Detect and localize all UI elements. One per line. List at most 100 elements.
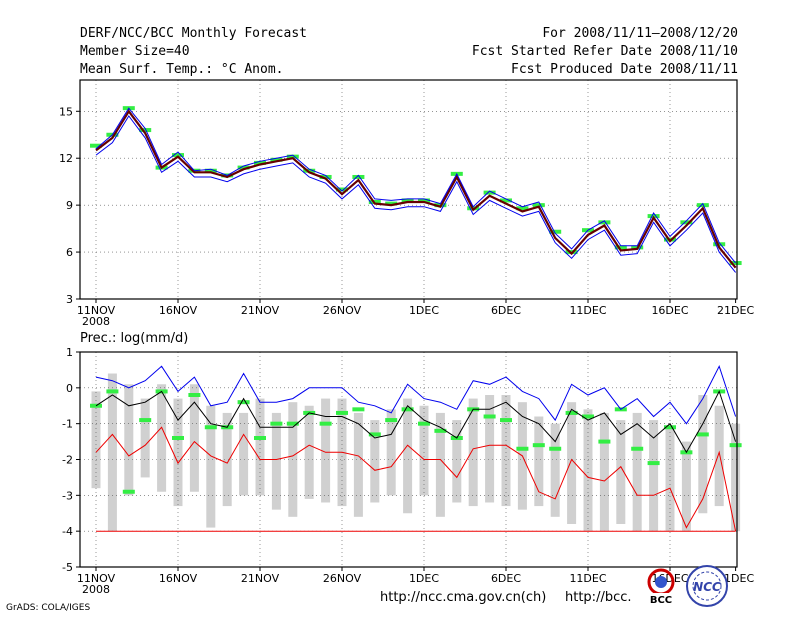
prec-range-bar (731, 423, 741, 532)
prec-xtick-label: 16NOV (159, 572, 198, 585)
temp-xtick-year: 2008 (82, 315, 110, 328)
ncc-logo: NCC (686, 565, 728, 607)
temp-green-marker (614, 245, 627, 250)
prec-range-bar (353, 412, 363, 517)
temp-xtick-label: 26NOV (323, 304, 362, 317)
prec-green-marker (204, 425, 217, 430)
prec-range-bar (419, 405, 429, 496)
prec-ytick-label: -1 (62, 418, 73, 431)
prec-green-marker (401, 407, 414, 412)
prec-range-bar (468, 398, 478, 507)
temp-green-marker (532, 203, 545, 208)
prec-range-bar (583, 409, 593, 532)
prec-xtick-label: 11DEC (569, 572, 606, 585)
prec-xtick-label: 6DEC (491, 572, 521, 585)
prec-xtick-year: 2008 (82, 583, 110, 596)
header-member-size: Member Size=40 (80, 44, 190, 59)
prec-green-marker (418, 421, 430, 426)
prec-green-marker (352, 407, 365, 412)
prec-range-bar (403, 398, 413, 514)
temp-green-marker (172, 153, 184, 158)
prec-green-marker (286, 421, 299, 426)
temp-green-marker (385, 201, 398, 206)
prec-ytick-label: -2 (62, 454, 73, 467)
header-title: DERF/NCC/BCC Monthly Forecast (80, 26, 307, 41)
prec-ytick-label: 0 (66, 382, 73, 395)
header-period: For 2008/11/11–2008/12/20 (542, 26, 738, 41)
temp-green-marker (139, 128, 152, 133)
prec-range-bar (435, 412, 445, 517)
prec-ensemble-mean-line (95, 390, 737, 454)
temp-green-marker (598, 220, 611, 225)
temp-xtick-label: 11DEC (569, 304, 606, 317)
prec-green-marker (368, 432, 381, 437)
prec-range-bar (681, 441, 691, 532)
prec-xtick-label: 11NOV (77, 572, 116, 585)
bcc-logo: BCC (644, 568, 678, 606)
temp-green-marker (303, 168, 316, 173)
prec-range-bar (370, 420, 380, 503)
prec-range-bar (501, 395, 511, 507)
prec-range-bar (665, 427, 675, 532)
temp-ytick-label: 9 (66, 199, 73, 212)
prec-range-bar (714, 405, 724, 507)
prec-range-bar (321, 398, 331, 503)
prec-green-marker (549, 446, 562, 451)
prec-green-marker (270, 421, 283, 426)
prec-green-marker (598, 439, 611, 444)
prec-range-bar (599, 412, 609, 532)
temp-xtick-label: 21NOV (241, 304, 280, 317)
temp-upper-member-line (95, 107, 736, 264)
prec-green-marker (532, 443, 545, 448)
prec-green-marker (565, 410, 578, 415)
prec-green-marker (237, 400, 250, 405)
temp-green-marker (516, 206, 529, 211)
temp-xtick-label: 6DEC (491, 304, 521, 317)
prec-xtick-label: 26NOV (323, 572, 362, 585)
prec-green-marker (500, 418, 512, 423)
temp-xtick-label: 11NOV (77, 304, 116, 317)
prec-green-marker (483, 414, 496, 419)
temp-xtick-label: 16NOV (159, 304, 198, 317)
prec-green-marker (631, 446, 644, 451)
prec-range-bar (255, 398, 265, 496)
prec-range-bar (304, 405, 314, 499)
prec-ytick-label: -4 (62, 525, 73, 538)
temp-ytick-label: 3 (66, 293, 73, 306)
temp-ytick-label: 6 (66, 246, 73, 259)
footer-url-ch: http://ncc.cma.gov.cn(ch) (380, 590, 547, 605)
temp-green-marker (204, 168, 217, 173)
prec-green-marker (319, 421, 332, 426)
header-variable: Mean Surf. Temp.: °C Anom. (80, 62, 284, 77)
prec-range-bar (485, 395, 495, 503)
prec-range-bar (189, 384, 199, 492)
prec-range-bar (452, 420, 462, 503)
temp-green-marker (90, 143, 102, 148)
prec-range-bar (124, 384, 134, 496)
temp-xtick-label: 21DEC (717, 304, 754, 317)
prec-green-marker (172, 436, 184, 440)
prec-green-marker (696, 432, 709, 437)
prec-green-marker (336, 410, 348, 415)
temp-green-marker (254, 160, 266, 165)
temp-green-marker (352, 174, 365, 179)
prec-range-bar (698, 395, 708, 514)
prec-green-marker (582, 414, 594, 419)
temp-green-marker (237, 165, 250, 170)
prec-green-marker (729, 443, 742, 448)
prec-ytick-label: -3 (62, 489, 73, 502)
temp-green-marker (713, 242, 726, 247)
prec-lower-bound-line (95, 426, 737, 532)
prec-range-bar (140, 398, 150, 478)
prec-title: Prec.: log(mm/d) (80, 331, 189, 346)
prec-xtick-label: 1DEC (409, 572, 439, 585)
temp-ytick-label: 12 (59, 152, 73, 165)
prec-range-bar (567, 402, 577, 524)
ncc-logo-text: NCC (693, 580, 721, 594)
prec-green-marker (516, 446, 529, 451)
temp-green-marker (336, 187, 348, 192)
temp-green-marker (401, 198, 414, 203)
bcc-logo-text: BCC (650, 595, 672, 606)
